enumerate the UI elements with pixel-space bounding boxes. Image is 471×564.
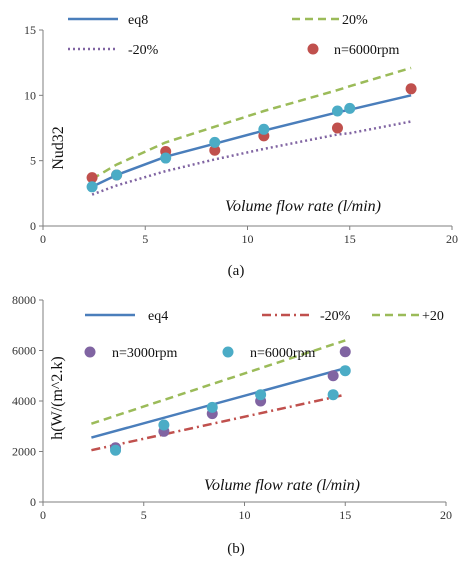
y-tick-label: 4000	[12, 394, 36, 408]
x-tick-label: 15	[339, 508, 351, 522]
y-tick-label: 5	[30, 154, 36, 168]
x-tick-label: 5	[142, 232, 148, 246]
y-tick-label: 0	[30, 219, 36, 233]
data-point	[206, 401, 218, 413]
legend-label: eq4	[148, 309, 168, 324]
y-tick-label: 10	[24, 88, 36, 102]
legend-label: 20%	[342, 13, 368, 28]
x-tick-label: 20	[440, 508, 452, 522]
legend-label: -20%	[320, 309, 351, 324]
y-tick-label: 0	[30, 495, 36, 509]
x-axis-label: Volume flow rate (l/min)	[204, 477, 360, 494]
data-point	[339, 346, 351, 358]
series-line-eq4	[91, 366, 346, 439]
legend-label: +20	[422, 309, 444, 324]
data-point	[111, 169, 123, 181]
y-axis-label: h(W/(m^2.k)	[49, 356, 66, 439]
data-point	[255, 389, 267, 401]
y-axis-label: Nud32	[50, 126, 67, 170]
legend-label: n=6000rpm	[250, 346, 316, 361]
x-tick-label: 0	[40, 232, 46, 246]
x-tick-label: 10	[242, 232, 254, 246]
x-tick-label: 0	[40, 508, 46, 522]
series-line-+20	[91, 339, 346, 425]
panel-label: (a)	[228, 263, 245, 279]
legend-marker	[222, 346, 234, 358]
legend-label: -20%	[128, 43, 159, 58]
legend-label: eq8	[128, 13, 148, 28]
x-tick-label: 15	[344, 232, 356, 246]
data-point	[209, 136, 221, 148]
x-axis-label: Volume flow rate (l/min)	[225, 198, 381, 215]
panel-label: (b)	[227, 541, 245, 557]
data-point	[331, 105, 343, 117]
legend-label: n=3000rpm	[112, 346, 178, 361]
data-point	[339, 365, 351, 377]
data-point	[327, 370, 339, 382]
data-point	[258, 123, 270, 135]
y-tick-label: 8000	[12, 293, 36, 307]
data-point	[86, 172, 98, 184]
series-line-eq8	[91, 94, 412, 188]
x-tick-label: 10	[239, 508, 251, 522]
data-point	[331, 122, 343, 134]
chart-panel-a: 0 5 10 15 0 5 10 15 20 eq8 20% -20% n=6000rpm Nud32 Vo…	[24, 13, 458, 279]
data-point	[344, 102, 356, 114]
chart-panel-b: 0 2000 4000 6000 8000 0 5 10 15 20 eq4 -20% +20 n=300…	[12, 293, 452, 557]
legend-label: n=6000rpm	[334, 43, 400, 58]
x-tick-label: 20	[446, 232, 458, 246]
data-point	[86, 181, 98, 193]
x-tick-label: 5	[141, 508, 147, 522]
series-line--20%	[91, 120, 412, 196]
data-point	[405, 83, 417, 95]
legend-marker	[84, 346, 96, 358]
series-line--20%	[91, 393, 346, 452]
data-point	[327, 389, 339, 401]
y-tick-label: 6000	[12, 344, 36, 358]
data-point	[110, 444, 122, 456]
y-tick-label: 15	[24, 23, 36, 37]
legend-marker	[307, 43, 319, 55]
y-tick-label: 2000	[12, 445, 36, 459]
data-point	[158, 419, 170, 431]
data-point	[160, 152, 172, 164]
data-point	[209, 144, 221, 156]
series-line-20%	[91, 66, 412, 181]
